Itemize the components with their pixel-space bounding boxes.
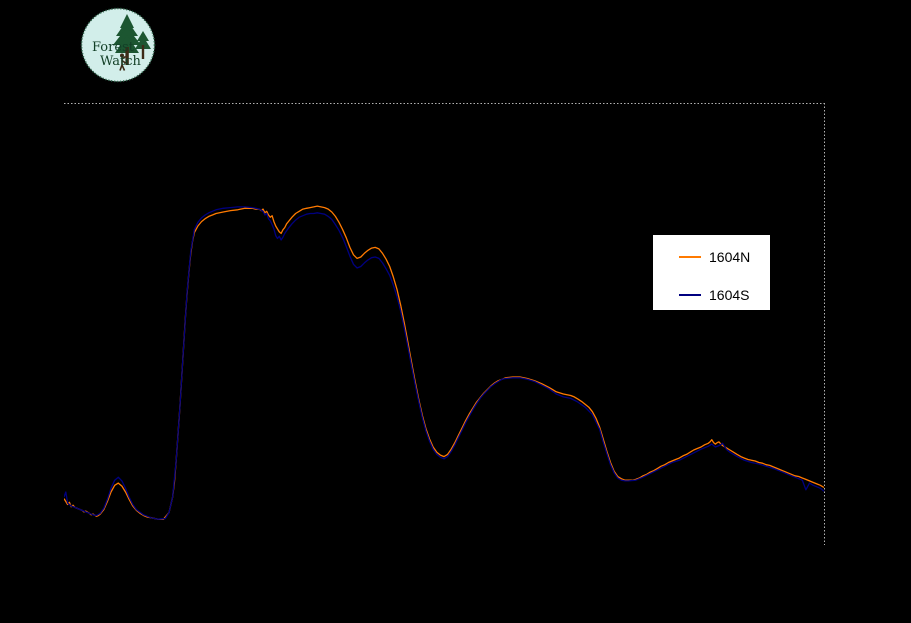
legend-line-swatch-1604n xyxy=(679,256,701,258)
legend-box: 1604N 1604S xyxy=(652,234,771,311)
y-tick-label: 60 xyxy=(45,97,58,109)
y-tick-label: 30 xyxy=(45,318,58,330)
y-tick-label: 20 xyxy=(45,391,58,404)
plot-svg xyxy=(64,103,825,545)
logo-text-forest: Forest xyxy=(92,40,135,55)
person-icon xyxy=(119,53,126,71)
logo-text-watch: Watch xyxy=(100,54,141,69)
x-tick-label: 1000 xyxy=(268,550,294,562)
y-tick-label: 10 xyxy=(45,465,58,478)
x-tick-label: 1900 xyxy=(594,550,620,562)
x-tick-label: 700 xyxy=(163,550,182,562)
chart-title-line1: White Pine Spectral Signatures - Tree 16… xyxy=(331,25,583,40)
x-tick-label: 400 xyxy=(54,550,74,562)
x-tick-label: 2500 xyxy=(811,550,837,562)
legend-entry-1604s: 1604S xyxy=(653,279,770,311)
y-tick-label: 50 xyxy=(45,170,58,183)
legend-label-1604s: 1604S xyxy=(709,287,750,303)
series-line-1604s xyxy=(64,206,825,520)
pine-tree-icon xyxy=(113,14,151,65)
chart-title-line2: July 1997 xyxy=(434,45,486,59)
legend-line-swatch-1604s xyxy=(679,294,701,296)
forest-watch-logo: Forest Watch xyxy=(80,7,156,83)
x-tick-label: 2200 xyxy=(703,550,728,562)
y-tick-label: 40 xyxy=(45,244,58,257)
plot-area xyxy=(64,103,825,545)
x-axis-title: Wavelength in nanometers xyxy=(397,570,553,585)
legend-entry-1604n: 1604N xyxy=(653,241,770,273)
legend-label-1604n: 1604N xyxy=(709,249,751,265)
x-tick-label: 1600 xyxy=(486,550,511,562)
x-tick-label: 1300 xyxy=(377,550,402,562)
y-tick-label: 0 xyxy=(51,539,58,551)
